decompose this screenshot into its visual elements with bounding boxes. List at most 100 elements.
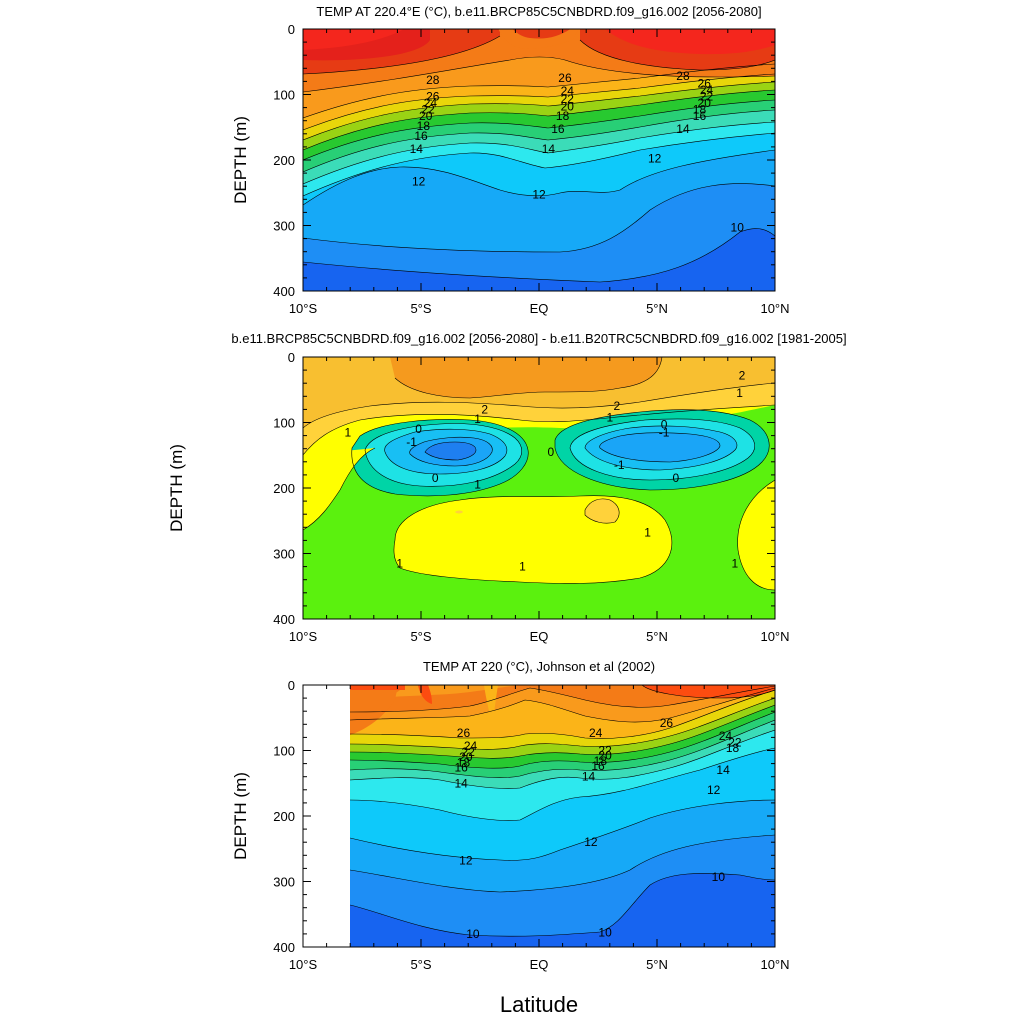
panel-3-axes: 10°S 5°S EQ 5°N 10°N 0 100 200 300 400 (273, 678, 789, 972)
x-tick-label: 5°N (646, 629, 668, 644)
panel-3-title: TEMP AT 220 (°C), Johnson et al (2002) (423, 659, 655, 674)
panel-1-axes: 10°S 5°S EQ 5°N 10°N 0 100 200 300 400 (273, 22, 789, 316)
contour-label: 1 (644, 526, 651, 540)
contour-label: 22 (462, 745, 476, 759)
y-tick-label: 0 (288, 22, 295, 37)
panel-3-ylabel: DEPTH (m) (231, 772, 250, 860)
contour-label: 18 (594, 754, 608, 768)
contour-label: 0 (661, 417, 668, 431)
x-tick-label: EQ (530, 957, 549, 972)
y-tick-label: 100 (273, 744, 295, 759)
contour-label: 10 (712, 870, 726, 884)
contour-label: 26 (660, 716, 674, 730)
contour-label: 10 (731, 220, 745, 234)
contour-label: 12 (459, 854, 473, 868)
x-tick-label: 5°S (410, 629, 431, 644)
contour-label: 14 (716, 763, 730, 777)
x-tick-label: 5°S (410, 301, 431, 316)
contour-label: 1 (736, 386, 743, 400)
panel-2-contour-fill (303, 357, 775, 619)
y-tick-label: 200 (273, 809, 295, 824)
contour-label: 0 (673, 471, 680, 485)
contour-label: 24 (561, 84, 575, 98)
y-tick-label: 0 (288, 678, 295, 693)
contour-label: 0 (432, 471, 439, 485)
contour-label: 1 (606, 410, 613, 424)
contour-label: 24 (719, 729, 733, 743)
contour-label: 18 (726, 741, 740, 755)
y-tick-label: 300 (273, 547, 295, 562)
contour-label: 20 (698, 96, 712, 110)
contour-label: 26 (558, 71, 572, 85)
contour-label: 18 (457, 755, 471, 769)
y-tick-label: 100 (273, 416, 295, 431)
contour-label: 22 (421, 103, 435, 117)
contour-label: 28 (676, 69, 690, 83)
contour-label: 22 (598, 744, 612, 758)
y-tick-label: 0 (288, 350, 295, 365)
contour-label: 26 (457, 726, 471, 740)
y-tick-label: 400 (273, 612, 295, 627)
y-tick-label: 300 (273, 219, 295, 234)
contour-label: 1 (732, 556, 739, 570)
x-tick-label: 10°N (760, 301, 789, 316)
contour-label: 16 (414, 129, 428, 143)
contour-label: 24 (589, 726, 603, 740)
y-tick-label: 400 (273, 284, 295, 299)
x-tick-label: 5°N (646, 957, 668, 972)
x-tick-label: 10°N (760, 957, 789, 972)
y-tick-label: 200 (273, 481, 295, 496)
panel-1-contour-labels: 28 26 282624222018161412242220181614121214… (410, 69, 745, 234)
contour-label: 10 (598, 926, 612, 940)
panel-2-ylabel: DEPTH (m) (167, 444, 186, 532)
panel-1-contour-fill (303, 29, 775, 291)
contour-label: 12 (412, 175, 426, 189)
contour-label: 24 (464, 739, 478, 753)
contour-label: 16 (454, 761, 468, 775)
y-tick-label: 100 (273, 88, 295, 103)
contour-label: 26 (698, 76, 712, 90)
panel-2-title: b.e11.BRCP85C5CNBDRD.f09_g16.002 [2056-2… (231, 331, 846, 346)
contour-label: 0 (415, 422, 422, 436)
panel-3-contour-fill (350, 685, 775, 947)
contour-label: 1 (344, 425, 351, 439)
contour-label: -1 (614, 458, 625, 472)
contour-label: 20 (561, 99, 575, 113)
contour-label: 24 (700, 83, 714, 97)
contour-label: 16 (591, 759, 605, 773)
panel-2: b.e11.BRCP85C5CNBDRD.f09_g16.002 [2056-2… (167, 331, 847, 644)
contour-label: 2 (614, 399, 621, 413)
x-tick-label: 10°N (760, 629, 789, 644)
contour-label: 10 (466, 927, 480, 941)
contour-label: 20 (598, 749, 612, 763)
contour-label: 1 (396, 556, 403, 570)
panel-3: TEMP AT 220 (°C), Johnson et al (2002) D… (231, 659, 790, 972)
contour-label: 2 (739, 368, 746, 382)
contour-label: 22 (700, 89, 714, 103)
contour-label: 1 (474, 412, 481, 426)
contour-label: 20 (459, 750, 473, 764)
contour-label: 24 (424, 96, 438, 110)
contour-label: 16 (551, 122, 565, 136)
y-tick-label: 400 (273, 940, 295, 955)
x-tick-label: EQ (530, 629, 549, 644)
panel-1-ylabel: DEPTH (m) (231, 116, 250, 204)
contour-label: 12 (707, 783, 721, 797)
panel-1-title: TEMP AT 220.4°E (°C), b.e11.BRCP85C5CNBD… (316, 4, 761, 19)
y-tick-label: 300 (273, 875, 295, 890)
contour-label: 12 (648, 152, 662, 166)
contour-label: 2 (481, 402, 488, 416)
y-tick-label: 200 (273, 153, 295, 168)
contour-label: 20 (419, 109, 433, 123)
panel-2-contour-labels: 212 21 11 0-10-10-10 1 01 111 (344, 368, 745, 573)
contour-label: 18 (556, 109, 570, 123)
contour-label: -1 (406, 435, 417, 449)
x-tick-label: 5°S (410, 957, 431, 972)
contour-label: 12 (584, 835, 598, 849)
contour-label: 22 (561, 92, 575, 106)
contour-label: 14 (454, 776, 468, 790)
contour-label: 1 (474, 478, 481, 492)
